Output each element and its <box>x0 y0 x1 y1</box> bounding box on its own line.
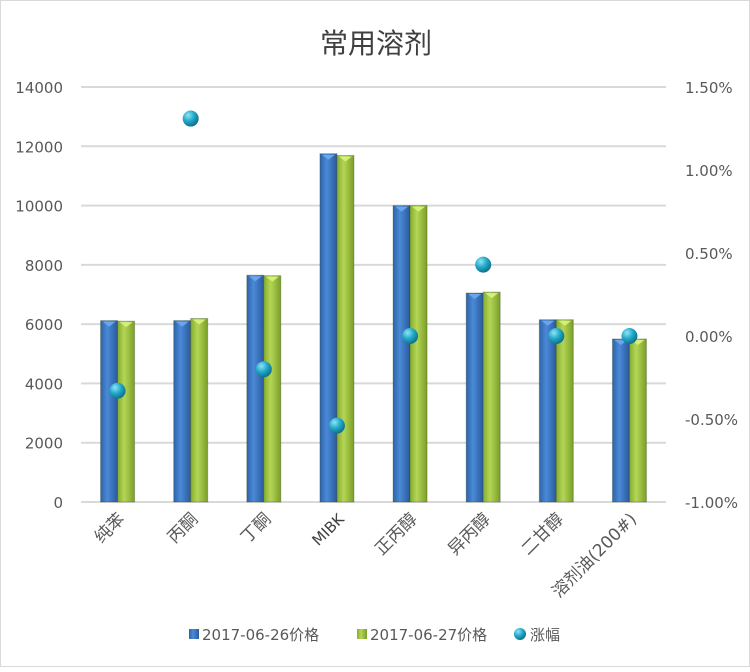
legend-swatch-blue <box>189 629 199 639</box>
right-axis-tick-label: -0.50% <box>685 411 738 429</box>
bar-2017-06-27 <box>117 320 136 503</box>
bar-cap <box>485 293 499 299</box>
left-axis-tick-label: 0 <box>53 494 63 512</box>
legend-label: 涨幅 <box>530 626 560 644</box>
bar-cap <box>192 319 206 325</box>
change-point <box>621 328 638 344</box>
bar-2017-06-26 <box>100 320 119 503</box>
bar-2017-06-27 <box>190 318 209 503</box>
bar-2017-06-27 <box>482 291 501 503</box>
bar-cap <box>102 321 116 327</box>
bar-2017-06-26 <box>319 153 338 503</box>
bar-cap <box>175 321 189 327</box>
bar-cap <box>412 206 426 212</box>
left-axis-tick-label: 8000 <box>25 257 63 275</box>
bar-cap <box>468 294 482 300</box>
bar-2017-06-27 <box>409 205 428 503</box>
bar-cap <box>541 320 555 326</box>
legend-label: 2017-06-26价格 <box>202 626 319 644</box>
bar-cap <box>248 276 262 282</box>
bar-cap <box>265 276 279 282</box>
right-axis-tick-label: 0.00% <box>685 328 733 346</box>
category-label: 正丙醇 <box>371 509 421 559</box>
bar-2017-06-26 <box>611 338 630 503</box>
right-axis-tick-label: 0.50% <box>685 245 733 263</box>
left-axis-tick-label: 14000 <box>15 79 63 97</box>
bar-cap <box>395 206 409 212</box>
bar-2017-06-27 <box>628 338 647 503</box>
change-point <box>548 328 565 344</box>
change-point <box>328 417 345 434</box>
category-label: 异丙醇 <box>445 509 495 559</box>
legend-label: 2017-06-27价格 <box>370 626 487 644</box>
bar-cap <box>321 154 335 160</box>
bar-cap <box>119 322 133 328</box>
legend-swatch-dot <box>514 628 526 640</box>
category-label: 二甘醇 <box>518 509 568 559</box>
category-label: 丁酮 <box>237 509 275 547</box>
bar-2017-06-27 <box>336 154 355 503</box>
change-point <box>109 382 126 399</box>
bar-2017-06-27 <box>555 319 574 503</box>
bar-2017-06-26 <box>173 320 192 503</box>
bar-2017-06-26 <box>538 319 557 503</box>
legend-swatch-green <box>357 629 367 639</box>
right-axis-tick-label: 1.00% <box>685 162 733 180</box>
left-axis-tick-label: 12000 <box>15 138 63 156</box>
category-label: MIBK <box>309 509 349 549</box>
right-axis-tick-label: 1.50% <box>685 79 733 97</box>
bar-2017-06-27 <box>263 275 282 503</box>
left-axis-tick-label: 6000 <box>25 316 63 334</box>
bar-cap <box>558 320 572 326</box>
right-axis-tick-label: -1.00% <box>685 494 738 512</box>
category-label: 丙酮 <box>164 509 202 547</box>
bar-cap <box>338 156 352 162</box>
bar-2017-06-26 <box>392 205 411 503</box>
change-point <box>182 110 199 127</box>
left-axis-tick-label: 4000 <box>25 375 63 393</box>
chart-title: 常用溶剂 <box>320 27 432 60</box>
bar-2017-06-26 <box>465 292 484 503</box>
left-axis-tick-label: 2000 <box>25 435 63 453</box>
category-label: 纯苯 <box>91 509 129 547</box>
change-point <box>475 256 492 273</box>
change-point <box>402 328 419 344</box>
change-point <box>255 361 272 378</box>
left-axis-tick-label: 10000 <box>15 198 63 216</box>
bar-2017-06-26 <box>246 274 265 503</box>
